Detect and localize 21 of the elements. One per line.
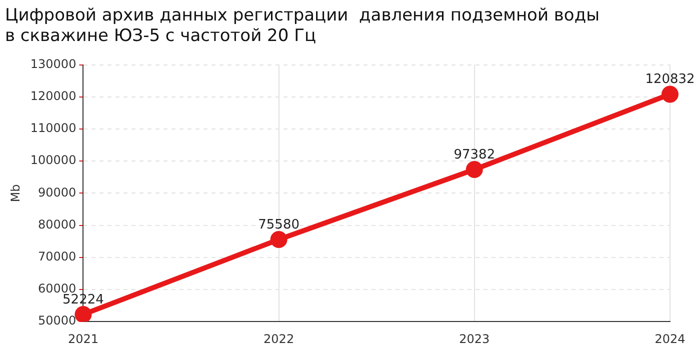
- data-label: 97382: [454, 147, 496, 162]
- y-tick-label: 80000: [38, 217, 76, 232]
- point: [74, 306, 92, 322]
- y-tick-label: 70000: [38, 250, 76, 264]
- point: [466, 161, 483, 178]
- x-tick-label: 2021: [68, 332, 98, 346]
- data-label: 120832: [645, 72, 695, 88]
- chart-title: Цифровой архив данных регистрации давления подземной воды в скважине ЮЗ-5 с частотой 20 Гц: [5, 6, 600, 46]
- x-tick-label: 2022: [264, 332, 294, 346]
- y-tick-label: 130000: [30, 56, 76, 71]
- point: [270, 230, 288, 248]
- y-tick-label: 110000: [30, 121, 76, 136]
- x-tick-label: 2023: [459, 332, 490, 346]
- y-tick-label: 100000: [30, 153, 76, 168]
- x-tick-label: 2024: [654, 332, 686, 346]
- y-tick-label: 50000: [38, 314, 76, 328]
- point: [662, 86, 678, 103]
- y-tick-label: 90000: [38, 185, 76, 200]
- data-label: 75580: [258, 217, 300, 232]
- y-axis-title: Mb: [8, 184, 22, 202]
- y-tick-label: 120000: [30, 89, 76, 104]
